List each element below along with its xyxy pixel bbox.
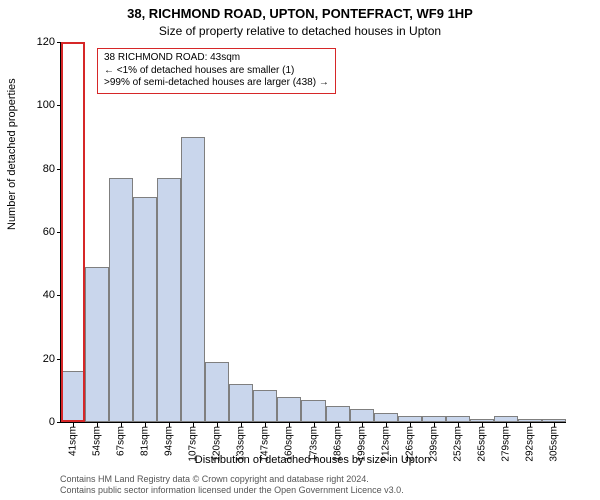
x-axis-label: Distribution of detached houses by size …	[60, 454, 565, 466]
attribution-line1: Contains HM Land Registry data © Crown c…	[60, 474, 404, 485]
histogram-bar	[85, 267, 109, 422]
y-tick-label: 0	[49, 416, 61, 428]
chart-container: 38, RICHMOND ROAD, UPTON, PONTEFRACT, WF…	[0, 0, 600, 500]
attribution-text: Contains HM Land Registry data © Crown c…	[60, 474, 404, 496]
x-tick-label: 67sqm	[116, 422, 127, 456]
x-tick-label: 94sqm	[164, 422, 175, 456]
y-tick-label: 80	[43, 163, 61, 175]
histogram-bar	[61, 371, 85, 422]
plot-area: 02040608010012041sqm54sqm67sqm81sqm94sqm…	[60, 42, 566, 423]
y-tick-label: 100	[37, 99, 61, 111]
info-box-line: ← <1% of detached houses are smaller (1)	[104, 65, 329, 78]
chart-subtitle: Size of property relative to detached ho…	[0, 24, 600, 38]
y-tick-label: 120	[37, 36, 61, 48]
histogram-bar	[277, 397, 301, 422]
histogram-bar	[181, 137, 205, 422]
histogram-bar	[205, 362, 229, 422]
histogram-bar	[326, 406, 350, 422]
y-tick-label: 40	[43, 289, 61, 301]
histogram-bar	[133, 197, 157, 422]
y-tick-label: 20	[43, 353, 61, 365]
info-box-line: 38 RICHMOND ROAD: 43sqm	[104, 52, 329, 65]
histogram-bar	[350, 409, 374, 422]
x-tick-label: 41sqm	[68, 422, 79, 456]
chart-title: 38, RICHMOND ROAD, UPTON, PONTEFRACT, WF…	[0, 6, 600, 21]
info-box-line: >99% of semi-detached houses are larger …	[104, 77, 329, 90]
histogram-bar	[109, 178, 133, 422]
info-box: 38 RICHMOND ROAD: 43sqm← <1% of detached…	[97, 48, 336, 94]
histogram-bar	[301, 400, 325, 422]
y-tick-label: 60	[43, 226, 61, 238]
histogram-bar	[229, 384, 253, 422]
histogram-bar	[253, 390, 277, 422]
x-tick-label: 54sqm	[92, 422, 103, 456]
attribution-line2: Contains public sector information licen…	[60, 485, 404, 496]
y-axis-label: Number of detached properties	[6, 78, 18, 230]
histogram-bar	[374, 413, 398, 423]
highlight-column	[61, 42, 85, 422]
x-tick-label: 81sqm	[140, 422, 151, 456]
histogram-bar	[157, 178, 181, 422]
